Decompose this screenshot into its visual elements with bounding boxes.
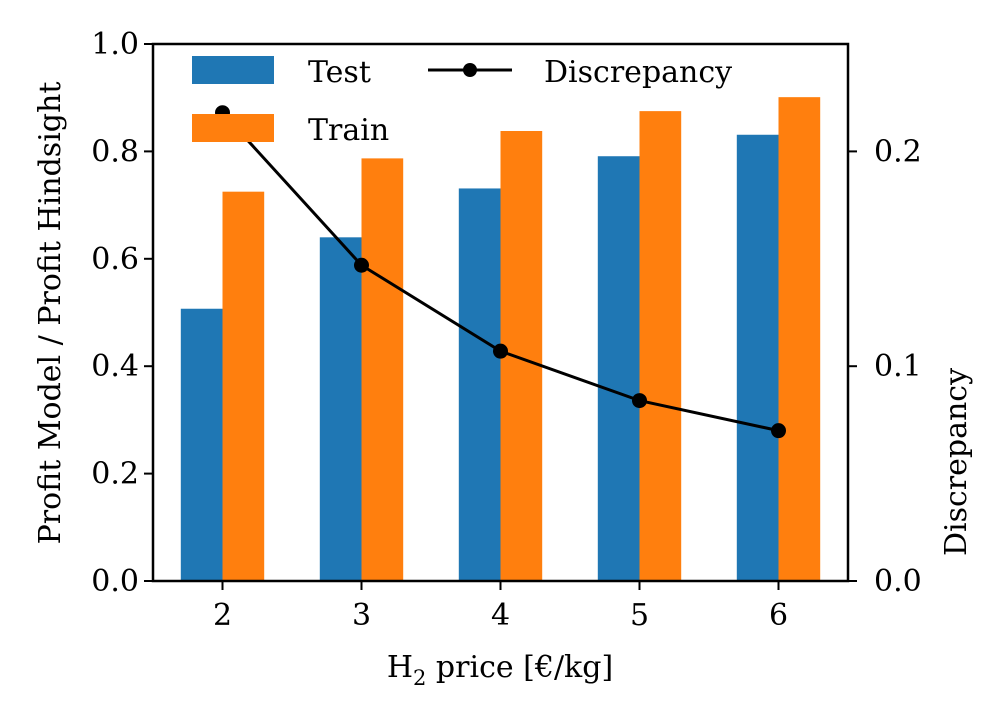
y-tick-label-0.8: 0.8 xyxy=(91,134,139,169)
x-axis: 2 3 4 5 6 xyxy=(213,581,788,633)
legend-swatch-test xyxy=(192,56,274,84)
bars-layer xyxy=(180,97,821,582)
bar-test-6 xyxy=(736,134,779,582)
legend-swatch-train xyxy=(192,114,274,142)
bar-test-4 xyxy=(458,188,501,581)
discrepancy-point-5 xyxy=(632,393,647,409)
bar-test-2 xyxy=(180,308,223,581)
y-tick-label-0.4: 0.4 xyxy=(91,349,139,384)
discrepancy-point-4 xyxy=(493,343,508,359)
y-axis-right: 0.0 0.1 0.2 xyxy=(848,134,922,599)
x-axis-label-rest: price [€/kg] xyxy=(426,650,613,685)
y2-tick-label-0.2: 0.2 xyxy=(874,134,922,169)
bar-train-4 xyxy=(500,130,543,581)
y2-axis-label: Discrepancy xyxy=(939,368,974,556)
y-axis-label: Profit Model / Profit Hindsight xyxy=(33,82,68,545)
x-axis-label: H2 price [€/kg] xyxy=(387,650,613,690)
legend-marker-discrepancy xyxy=(463,63,477,77)
x-tick-label-5: 5 xyxy=(630,598,649,633)
legend-label-discrepancy: Discrepancy xyxy=(544,55,732,90)
bar-test-3 xyxy=(319,237,362,581)
y2-tick-label-0.0: 0.0 xyxy=(874,564,922,599)
x-axis-label-main: H xyxy=(387,650,413,685)
y-tick-label-1.0: 1.0 xyxy=(91,27,139,62)
x-tick-label-6: 6 xyxy=(769,598,788,633)
y-tick-label-0.6: 0.6 xyxy=(91,242,139,277)
x-tick-label-4: 4 xyxy=(491,598,510,633)
x-tick-label-3: 3 xyxy=(352,598,371,633)
legend: Test Train Discrepancy xyxy=(192,55,732,148)
y-axis-left: 0.0 0.2 0.4 0.6 0.8 1.0 xyxy=(91,27,153,599)
bar-train-6 xyxy=(778,97,821,582)
x-axis-label-sub: 2 xyxy=(413,666,426,690)
bar-train-5 xyxy=(639,111,682,581)
legend-label-test: Test xyxy=(308,55,371,90)
bar-test-5 xyxy=(597,156,640,581)
discrepancy-point-3 xyxy=(354,257,369,273)
legend-label-train: Train xyxy=(308,113,389,148)
y-tick-label-0.2: 0.2 xyxy=(91,457,139,492)
bar-train-3 xyxy=(361,158,404,582)
x-tick-label-2: 2 xyxy=(213,598,232,633)
discrepancy-point-6 xyxy=(771,423,786,439)
y2-tick-label-0.1: 0.1 xyxy=(874,349,922,384)
y-tick-label-0.0: 0.0 xyxy=(91,564,139,599)
bar-train-2 xyxy=(222,191,265,582)
